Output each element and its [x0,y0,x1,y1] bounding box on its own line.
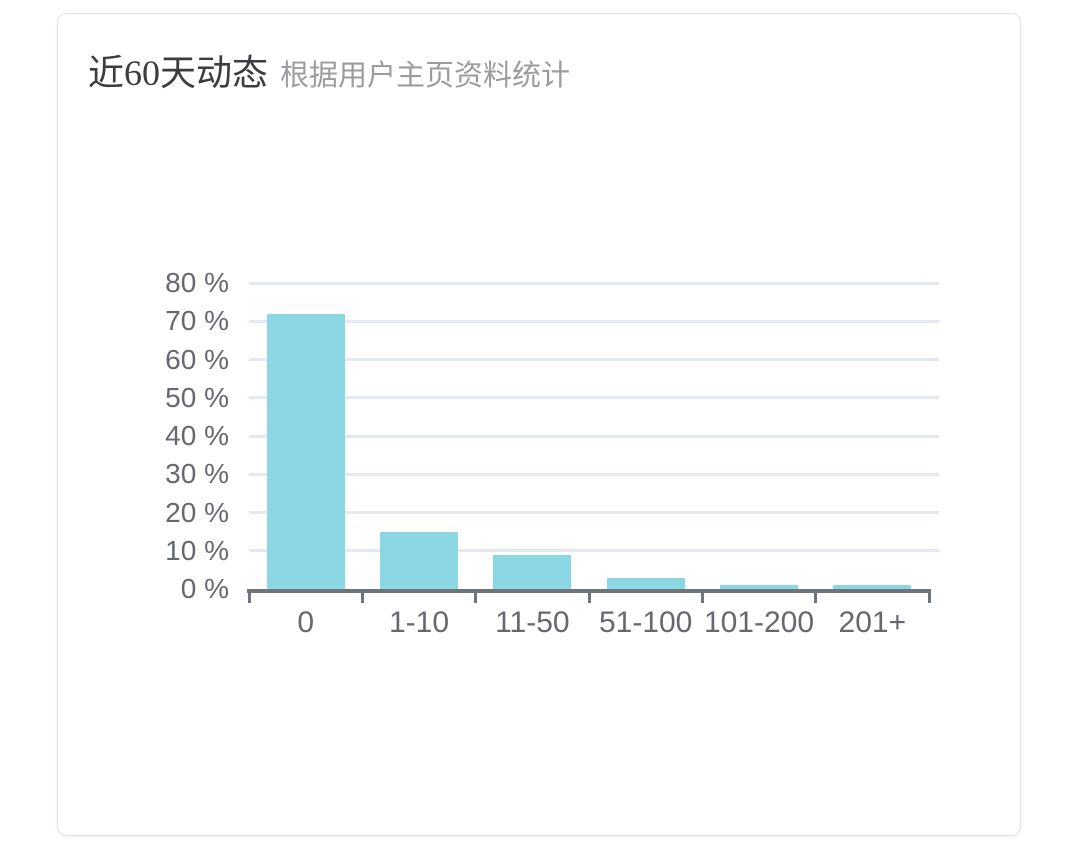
x-axis-tick [587,589,591,603]
bar[interactable] [833,585,912,589]
y-axis-label: 10 % [165,534,229,566]
x-axis-tick [927,589,931,603]
card-header: 近60天动态 根据用户主页资料统计 [88,44,570,96]
y-axis-label: 70 % [165,305,229,337]
gridline [249,319,939,323]
y-axis-label: 40 % [165,420,229,451]
x-axis-tick [814,589,818,603]
x-axis-tick [700,589,704,603]
activity-stats-card: 近60天动态 根据用户主页资料统计 0 % 10 % 20 % 30 % 40 % 50 %… [57,13,1021,836]
bar[interactable] [606,577,685,589]
y-axis-label: 20 % [165,496,229,528]
bar[interactable] [266,313,345,589]
card-title: 近60天动态 [88,53,269,93]
gridline [249,472,939,476]
y-axis-label: 50 % [165,381,229,413]
gridline [249,511,939,514]
x-axis-label: 201+ [838,606,907,639]
x-axis-label: 51-100 [598,606,693,639]
gridline [249,396,939,400]
x-axis-tick [474,589,478,603]
gridline [249,434,939,438]
bar[interactable] [493,554,572,589]
y-axis-label: 60 % [165,343,229,375]
x-axis-tick [360,589,364,603]
bar-chart: 0 % 10 % 20 % 30 % 40 % 50 % 60 % 70 % 80 % 0 1-10… [58,14,1020,835]
y-axis-label: 30 % [165,458,229,490]
y-axis-label: 80 % [165,267,229,298]
card-subtitle: 根据用户主页资料统计 [280,60,571,92]
x-axis-tick [247,589,251,603]
y-axis-label: 0 % [180,573,229,604]
x-axis-label: 101-200 [703,606,815,639]
gridline [249,281,939,285]
gridline [249,358,939,361]
bar[interactable] [720,585,798,589]
bar[interactable] [380,531,458,589]
x-axis-label: 1-10 [388,606,450,639]
gridline [249,549,939,553]
x-axis-label: 0 [297,606,314,639]
x-axis-label: 11-50 [495,606,570,639]
